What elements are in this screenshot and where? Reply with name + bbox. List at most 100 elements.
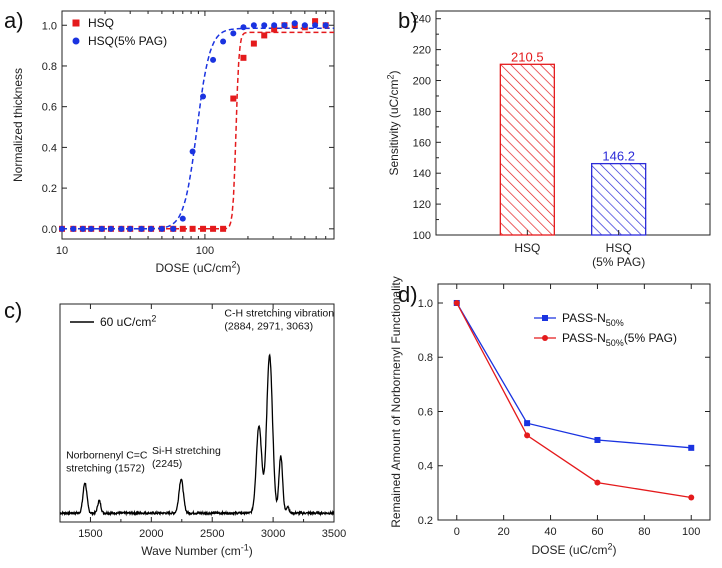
data-point-1 xyxy=(210,56,217,63)
plot-frame xyxy=(435,10,711,236)
plot-frame xyxy=(59,303,335,523)
data-point-0 xyxy=(220,225,227,232)
x-tick-label: 2000 xyxy=(139,528,163,540)
data-point-0 xyxy=(524,420,531,427)
legend-marker xyxy=(72,37,80,45)
legend-marker xyxy=(72,19,80,27)
legend-label: HSQ(5% PAG) xyxy=(88,34,167,48)
x-tick-label: 20 xyxy=(498,526,510,538)
peak-annotation: Si-H stretching xyxy=(152,445,221,457)
data-point-1 xyxy=(148,225,155,232)
x-tick-label: 10 xyxy=(56,245,68,257)
data-point-1 xyxy=(594,479,601,486)
data-point-0 xyxy=(312,18,319,25)
x-axis-label: DOSE (uC/cm2​) xyxy=(531,541,616,557)
data-point-1 xyxy=(70,225,77,232)
data-point-1 xyxy=(524,432,531,439)
peak-annotation: (2245) xyxy=(152,458,182,470)
panel-b-chart: 100 120 140 160 180 200 220 240 Sensitivity (uC/… xyxy=(385,8,711,269)
legend-label: 60 uC/cm2​ xyxy=(100,313,156,329)
data-point-0 xyxy=(230,95,237,102)
data-point-1 xyxy=(322,22,329,29)
data-point-1 xyxy=(127,225,134,232)
peak-annotation: Norbornenyl C=C xyxy=(66,450,148,462)
data-point-1 xyxy=(179,215,186,222)
y-tick-label: 120 xyxy=(413,199,431,211)
legend-marker xyxy=(542,315,548,321)
x-tick-label: 100 xyxy=(196,245,214,257)
bar-value-label: 146.2 xyxy=(602,149,635,164)
fit-line-0 xyxy=(62,31,334,230)
y-tick-label: 0.2 xyxy=(42,183,57,195)
spectrum-line xyxy=(59,353,335,517)
y-tick-label: 0.0 xyxy=(42,224,57,236)
panel-label: d) xyxy=(398,282,418,307)
y-tick-label: 0.8 xyxy=(418,352,433,364)
y-tick-label: 140 xyxy=(413,168,431,180)
data-point-0 xyxy=(594,436,601,443)
data-point-1 xyxy=(138,225,145,232)
x-tick-label: 40 xyxy=(544,526,556,538)
y-tick-label: 1.0 xyxy=(42,20,57,32)
y-tick-label: 0.6 xyxy=(42,102,57,114)
peak-annotation: (2884, 2971, 3063) xyxy=(224,321,313,333)
panel-label: c) xyxy=(4,298,22,323)
data-point-0 xyxy=(688,444,695,451)
data-point-1 xyxy=(261,22,268,29)
data-point-0 xyxy=(210,225,217,232)
y-tick-label: 0.4 xyxy=(42,142,57,154)
data-point-1 xyxy=(59,225,65,232)
y-axis-label: Normalized thickness xyxy=(11,68,25,182)
x-tick-label: 60 xyxy=(591,526,603,538)
y-tick-label: 220 xyxy=(413,45,431,57)
bar xyxy=(591,162,647,236)
panel-d-chart: 0 20 40 60 80 100 0.2 0.4 0.6 0.8 1.0 DOSE (uC/cm2​… xyxy=(389,276,711,557)
data-point-0 xyxy=(240,54,247,61)
y-tick-label: 160 xyxy=(413,137,431,149)
data-point-0 xyxy=(250,40,257,47)
series-line-1 xyxy=(456,302,692,499)
y-tick-label: 0.4 xyxy=(418,461,433,473)
data-point-1 xyxy=(281,22,288,29)
legend-label: PASS-N50%(5% PAG) xyxy=(562,331,677,348)
x-tick-label: 1500 xyxy=(78,528,102,540)
data-point-1 xyxy=(107,225,114,232)
x-tick-label: 2500 xyxy=(200,528,224,540)
y-axis-label: Remained Amount of Norbornenyl Functiona… xyxy=(389,276,403,527)
bar xyxy=(499,63,555,236)
legend-label: HSQ xyxy=(88,16,114,30)
data-point-1 xyxy=(312,22,319,29)
y-tick-label: 0.8 xyxy=(42,61,57,73)
data-point-0 xyxy=(189,225,196,232)
data-point-1 xyxy=(158,225,165,232)
data-point-1 xyxy=(250,22,257,29)
y-axis-label: Sensitivity (uC/cm2​) xyxy=(385,70,401,175)
data-point-1 xyxy=(88,225,95,232)
data-point-1 xyxy=(118,225,125,232)
data-point-1 xyxy=(79,225,86,232)
panel-label: a) xyxy=(4,8,24,33)
data-point-1 xyxy=(301,22,308,29)
data-point-0 xyxy=(179,225,186,232)
x-axis-label: DOSE (uC/cm2​) xyxy=(155,259,240,275)
fit-line-1 xyxy=(62,27,334,230)
data-point-1 xyxy=(189,148,196,155)
data-point-1 xyxy=(220,38,227,45)
x-tick-label: 80 xyxy=(638,526,650,538)
x-tick-label: (5% PAG) xyxy=(592,255,645,269)
x-tick-label: HSQ xyxy=(514,241,540,255)
y-tick-label: 1.0 xyxy=(418,298,433,310)
data-point-1 xyxy=(200,93,207,100)
peak-annotation: C-H stretching vibration xyxy=(224,308,334,320)
x-tick-label: 100 xyxy=(682,526,700,538)
panel-a-chart: 10 100 0.0 0.2 0.4 0.6 0.8 1.0 DOSE (uC/cm2​) Nor… xyxy=(4,8,335,275)
data-point-1 xyxy=(271,22,278,29)
x-tick-label: 0 xyxy=(454,526,460,538)
data-point-1 xyxy=(291,20,298,27)
data-point-1 xyxy=(170,225,177,232)
data-point-1 xyxy=(453,299,460,306)
y-tick-label: 180 xyxy=(413,106,431,118)
peak-annotation: stretching (1572) xyxy=(66,463,145,475)
x-tick-label: 3500 xyxy=(322,528,346,540)
